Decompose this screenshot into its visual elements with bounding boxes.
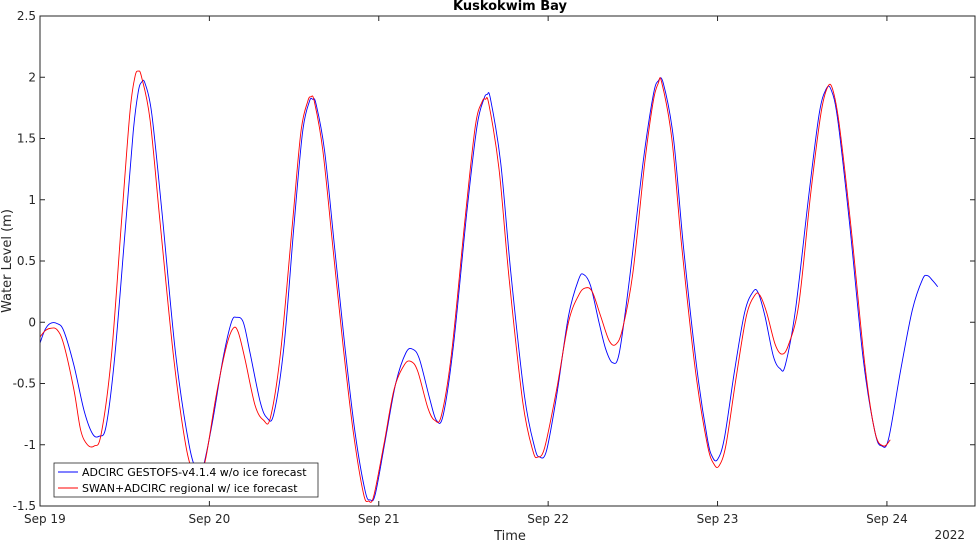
series-line-swan-adcirc (39, 70, 891, 503)
y-tick-label: 1.5 (17, 132, 36, 146)
x-axis-label: Time (493, 529, 526, 541)
x-tick-label: Sep 20 (189, 512, 231, 526)
series-line-adcirc (39, 77, 939, 502)
x-tick-label: Sep 22 (527, 512, 569, 526)
x-tick-label: Sep 24 (866, 512, 908, 526)
x-axis: Sep 19 Sep 20 Sep 21 Sep 22 Sep 23 Sep 24 (24, 16, 908, 526)
x-axis-year-label: 2022 (934, 528, 965, 541)
legend-entry-adcirc: ADCIRC GESTOFS-v4.1.4 w/o ice forecast (82, 466, 307, 479)
y-tick-label: 2.5 (17, 9, 36, 23)
y-tick-label: 1 (28, 193, 36, 207)
y-tick-label: -1.5 (13, 499, 36, 513)
x-tick-label: Sep 21 (358, 512, 400, 526)
y-axis: -1.5 -1 -0.5 0 0.5 1 1.5 2 2.5 (13, 9, 975, 513)
x-tick-label: Sep 23 (697, 512, 739, 526)
x-tick-label: Sep 19 (24, 512, 66, 526)
series-layer (39, 70, 939, 503)
legend-entry-swan-adcirc: SWAN+ADCIRC regional w/ ice forecast (82, 482, 298, 495)
y-tick-label: 0 (28, 315, 36, 329)
legend: ADCIRC GESTOFS-v4.1.4 w/o ice forecast S… (53, 462, 319, 498)
y-tick-label: -1 (24, 438, 36, 452)
y-tick-label: 2 (28, 70, 36, 84)
legend-box (53, 462, 319, 498)
chart-title: Kuskokwim Bay (453, 0, 568, 14)
y-axis-label: Water Level (m) (0, 209, 15, 313)
y-tick-label: -0.5 (13, 377, 36, 391)
y-tick-label: 0.5 (17, 254, 36, 268)
